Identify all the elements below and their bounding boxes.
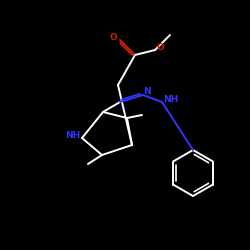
Text: N: N: [143, 86, 151, 96]
Text: O: O: [156, 42, 164, 51]
Text: O: O: [109, 34, 117, 42]
Text: NH: NH: [66, 132, 80, 140]
Text: NH: NH: [164, 96, 178, 104]
